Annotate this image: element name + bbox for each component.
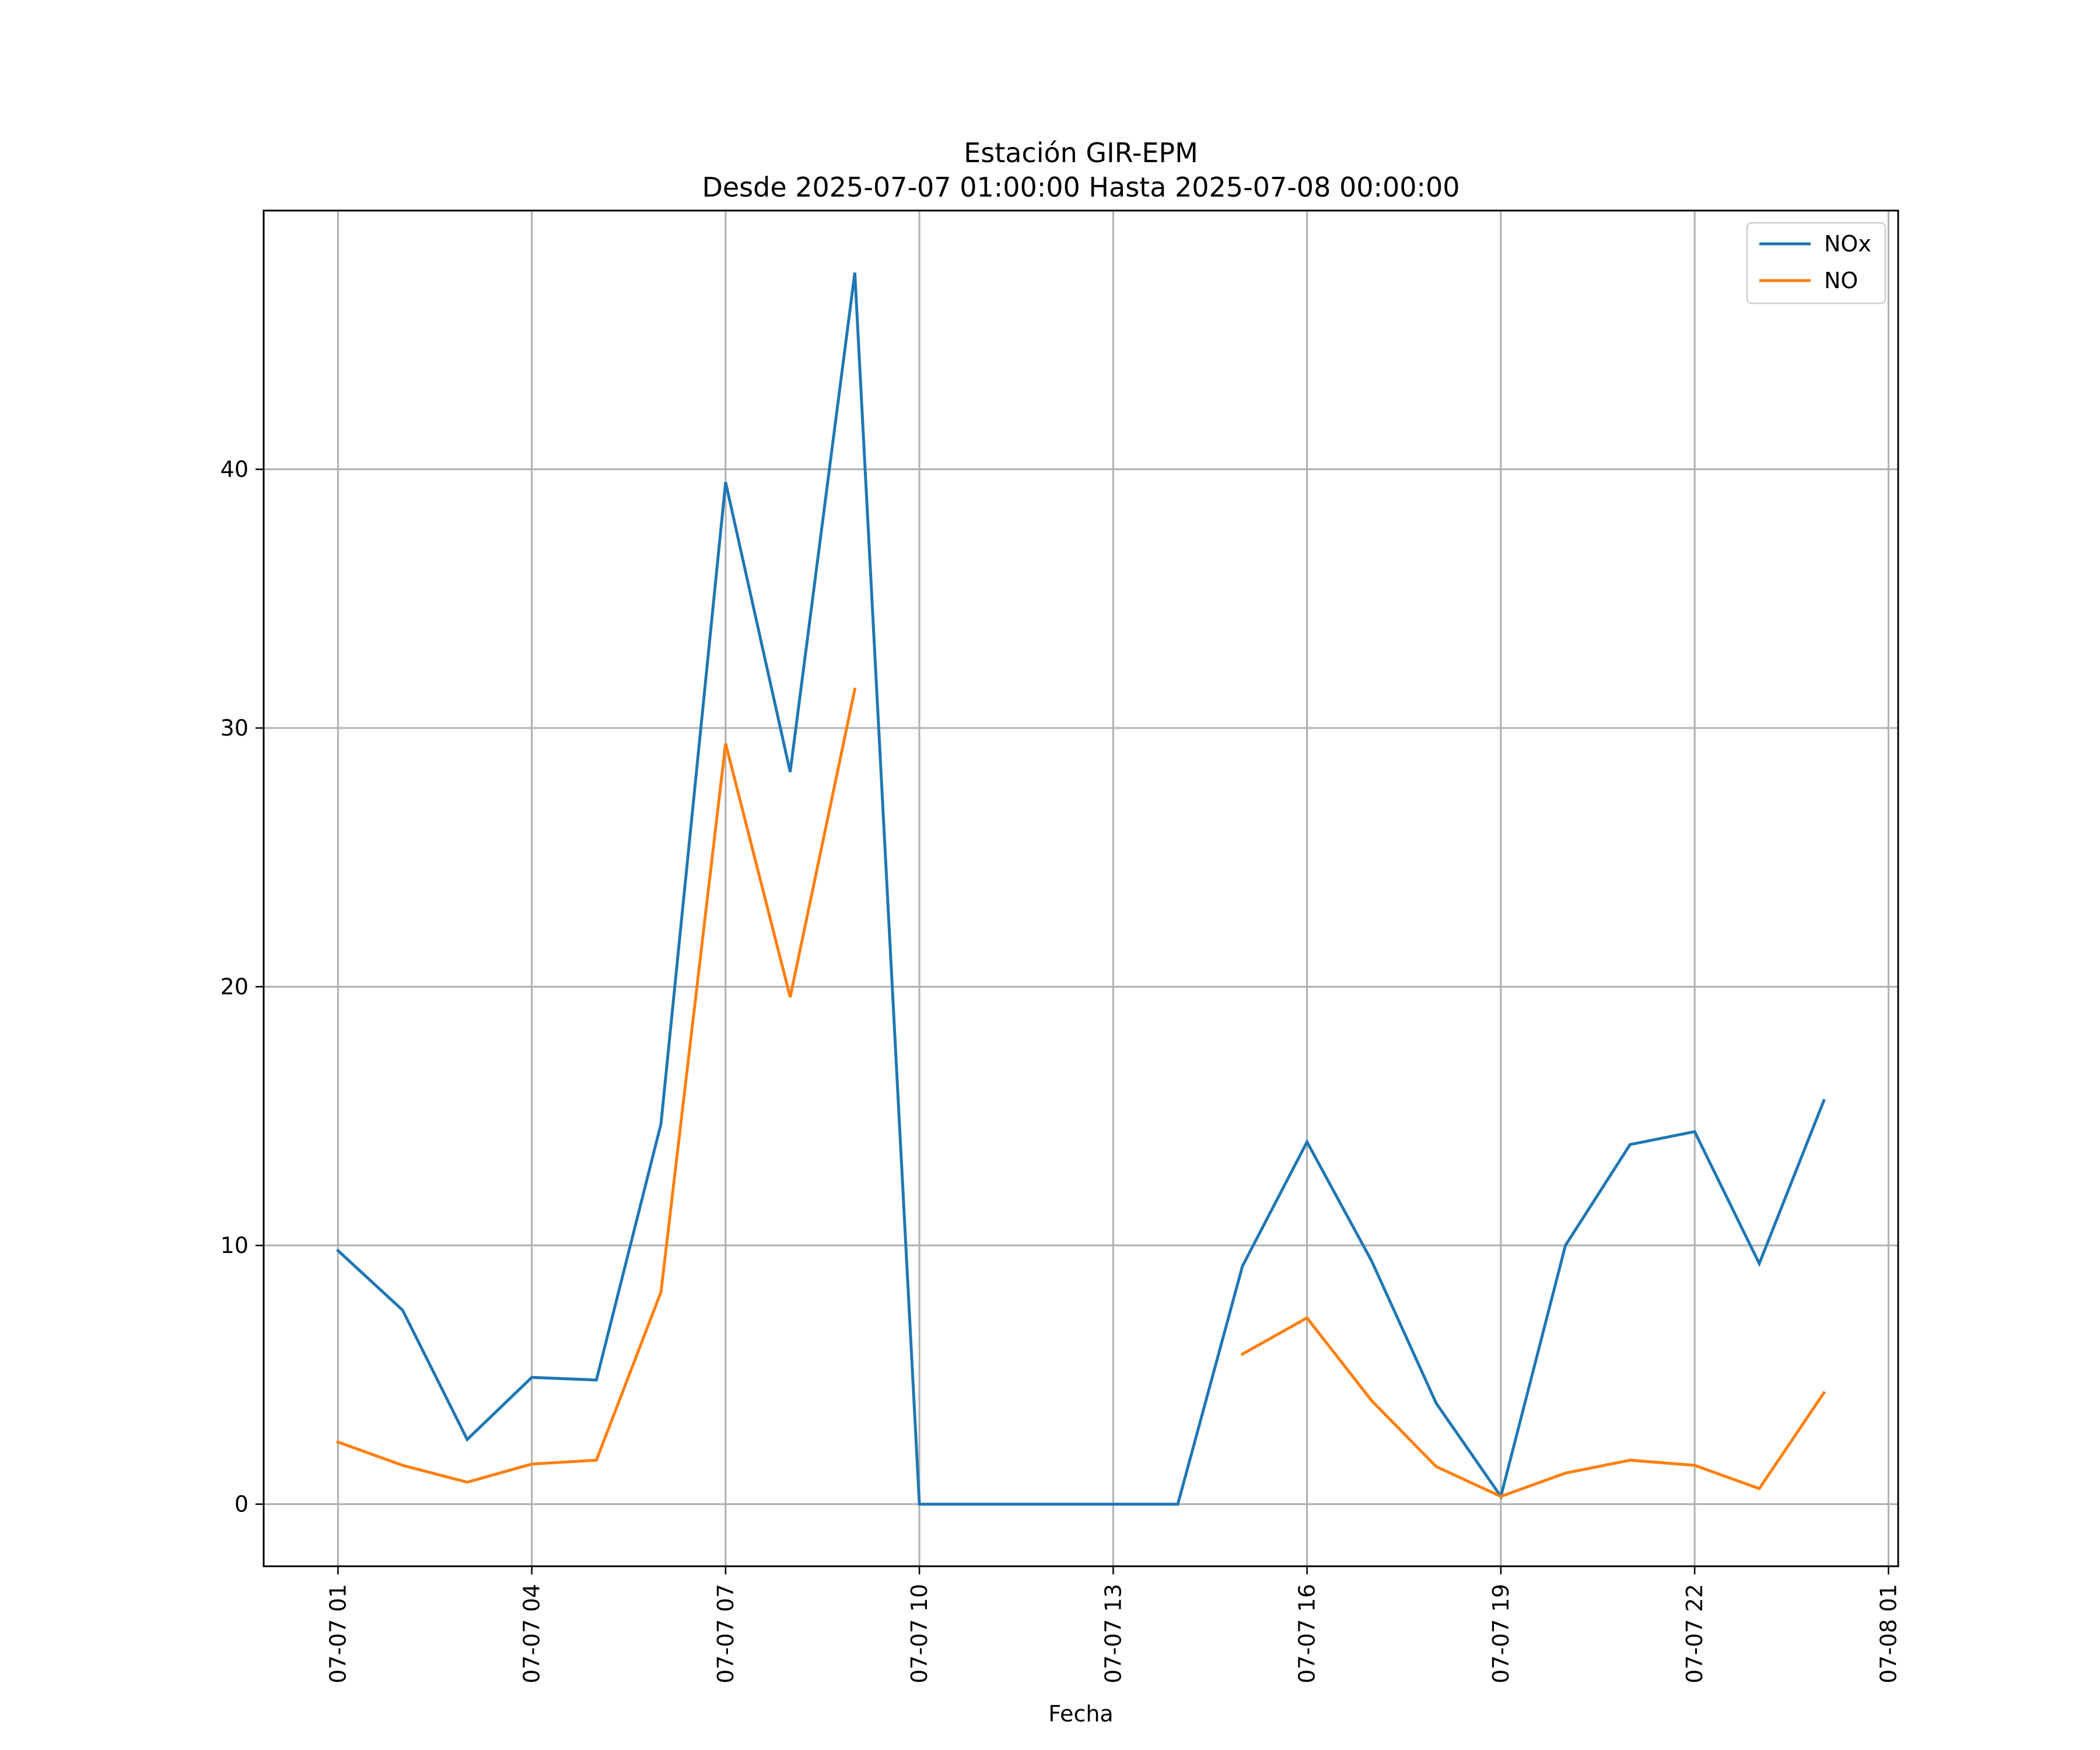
x-tick-label: 07-07 16 (1294, 1584, 1320, 1684)
x-tick-label: 07-07 07 (713, 1584, 738, 1684)
y-tick-label: 20 (220, 974, 249, 1000)
legend-label-no: NO (1824, 268, 1858, 293)
x-tick-label: 07-07 10 (907, 1584, 932, 1684)
y-axis-ticks: 0 10 20 30 40 (220, 457, 264, 1517)
series-line-no (336, 687, 1826, 1498)
chart-subtitle: Desde 2025-07-07 01:00:00 Hasta 2025-07-… (702, 172, 1460, 203)
x-axis-label: Fecha (1048, 1701, 1113, 1727)
series-line-nox (335, 272, 1826, 1506)
x-tick-label: 07-07 01 (325, 1584, 351, 1684)
x-tick-label: 07-08 01 (1875, 1584, 1901, 1684)
x-tick-label: 07-07 22 (1682, 1584, 1707, 1684)
y-tick-label: 30 (220, 715, 249, 741)
grid (264, 211, 1898, 1566)
legend-label-nox: NOx (1824, 231, 1871, 257)
y-tick-label: 10 (220, 1233, 249, 1258)
plot-frame (262, 209, 1899, 1567)
chart-title: Estación GIR-EPM (964, 137, 1198, 169)
y-tick-label: 40 (220, 457, 249, 482)
legend: NOx NO (1746, 222, 1887, 304)
x-tick-label: 07-07 19 (1488, 1584, 1514, 1684)
x-tick-label: 07-07 13 (1100, 1584, 1126, 1684)
x-tick-label: 07-07 04 (519, 1584, 545, 1684)
x-axis-ticks: 07-07 01 07-07 04 07-07 07 07-07 10 07-07 13… (325, 1566, 1901, 1684)
y-tick-label: 0 (235, 1492, 249, 1517)
series-lines (335, 272, 1826, 1506)
